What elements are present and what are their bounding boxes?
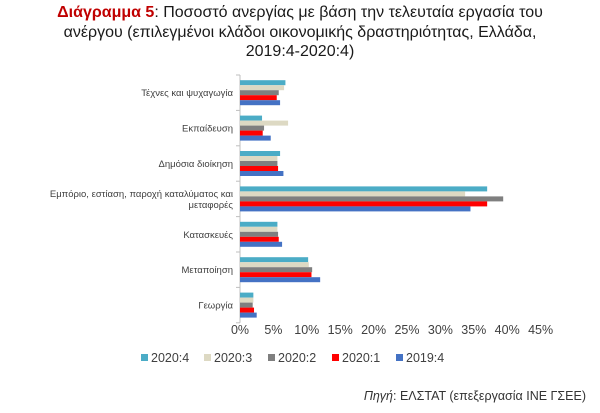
bar — [240, 120, 289, 126]
bar — [240, 221, 278, 227]
x-tick-label: 45% — [528, 323, 553, 337]
bar — [240, 186, 488, 192]
bar — [240, 85, 285, 91]
bar — [240, 151, 281, 156]
bar — [240, 231, 279, 237]
x-tick-label: 5% — [264, 323, 282, 337]
bar — [240, 312, 257, 318]
bar — [240, 206, 471, 212]
legend-swatch — [332, 354, 339, 361]
x-tick-label: 25% — [394, 323, 419, 337]
x-tick-label: 40% — [495, 323, 520, 337]
category-label: Εμπόριο, εστίαση, παροχή καταλύματος και — [50, 189, 233, 200]
x-tick-label: 0% — [231, 323, 249, 337]
x-tick-label: 10% — [294, 323, 319, 337]
bar — [240, 100, 281, 106]
bar — [240, 171, 284, 176]
bar — [240, 262, 309, 268]
bar — [240, 156, 278, 161]
bar — [240, 241, 283, 247]
bar — [240, 196, 504, 202]
x-tick-label: 20% — [361, 323, 386, 337]
legend-label: 2020:4 — [151, 351, 189, 365]
chart-title-prefix: Διάγραμμα 5 — [57, 4, 155, 21]
chart-title-line1: : Ποσοστό ανεργίας με βάση την τελευταία… — [154, 4, 543, 21]
bar — [240, 115, 263, 121]
category-label: Εκπαίδευση — [182, 124, 233, 135]
source-note: Πηγή: ΕΛΣΤΑΤ (επεξεργασία ΙΝΕ ΓΣΕΕ) — [364, 389, 586, 403]
bar — [240, 191, 466, 197]
legend-swatch — [268, 354, 275, 361]
bar — [240, 292, 254, 298]
bar — [240, 277, 321, 283]
bar — [240, 257, 309, 263]
bar — [240, 267, 313, 273]
bar — [240, 226, 278, 232]
legend-label: 2020:1 — [342, 351, 380, 365]
bar — [240, 302, 253, 308]
bar — [240, 130, 263, 136]
category-label: Τέχνες και ψυχαγωγία — [141, 88, 233, 99]
bar — [240, 307, 255, 313]
bar — [240, 272, 312, 278]
bar — [240, 161, 278, 166]
bar — [240, 135, 271, 141]
source-label: Πηγή — [363, 389, 393, 403]
x-tick-label: 15% — [328, 323, 353, 337]
x-tick-label: 30% — [428, 323, 453, 337]
category-label: Μεταποίηση — [181, 265, 233, 276]
category-label: μεταφορές — [189, 200, 234, 211]
chart-title-line3: 2019:4-2020:4) — [245, 43, 355, 60]
bar — [240, 297, 254, 303]
legend-label: 2020:2 — [278, 351, 316, 365]
chart-title-line2: ανέργου (επιλεγμένοι κλάδοι οικονομικής … — [63, 23, 537, 41]
x-tick-label: 35% — [461, 323, 486, 337]
source-text: : ΕΛΣΤΑΤ (επεξεργασία ΙΝΕ ΓΣΕΕ) — [393, 389, 586, 403]
category-label: Δημόσια διοίκηση — [159, 159, 233, 170]
chart-title: Διάγραμμα 5: Ποσοστό ανεργίας με βάση τη… — [0, 3, 600, 62]
bar — [240, 80, 286, 86]
bar — [240, 95, 277, 101]
bar — [240, 201, 488, 207]
bar — [240, 90, 279, 96]
bar — [240, 236, 279, 242]
legend-label: 2019:4 — [406, 351, 444, 365]
legend-swatch — [204, 354, 211, 361]
legend-label: 2020:3 — [214, 351, 252, 365]
category-label: Κατασκευές — [183, 230, 233, 241]
legend-swatch — [396, 354, 403, 361]
bar — [240, 125, 265, 131]
bar — [240, 166, 279, 171]
legend-swatch — [141, 354, 148, 361]
category-label: Γεωργία — [198, 301, 233, 312]
